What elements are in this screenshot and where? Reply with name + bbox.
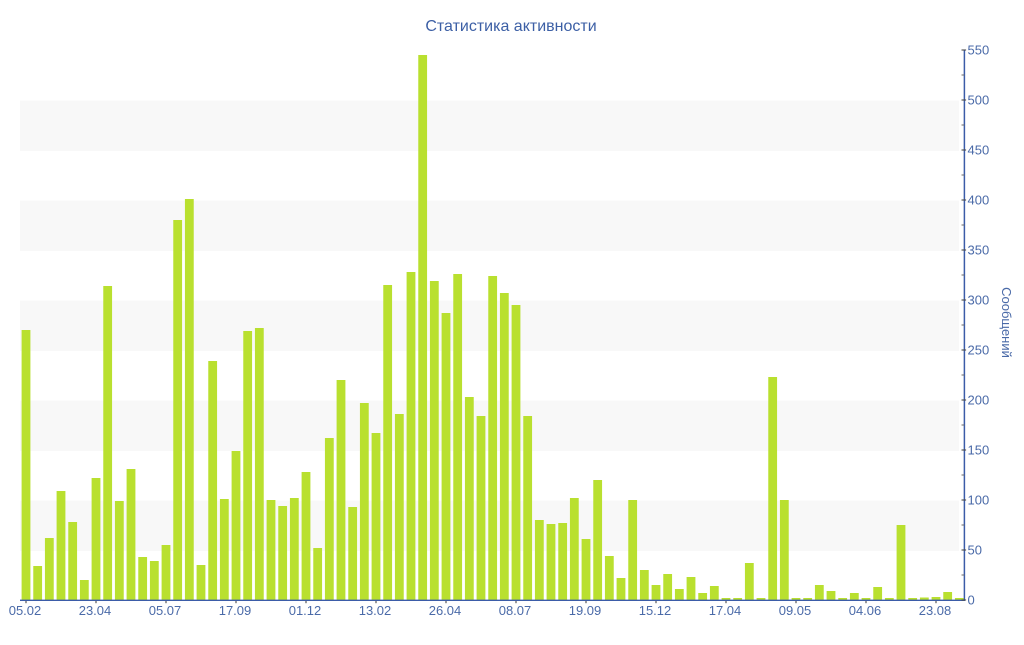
svg-text:450: 450 — [968, 143, 990, 158]
svg-text:26.04: 26.04 — [429, 603, 462, 618]
svg-text:23.08: 23.08 — [919, 603, 952, 618]
svg-text:05.07: 05.07 — [149, 603, 182, 618]
svg-text:15.12: 15.12 — [639, 603, 672, 618]
svg-text:23.04: 23.04 — [79, 603, 112, 618]
svg-text:17.04: 17.04 — [709, 603, 742, 618]
svg-text:01.12: 01.12 — [289, 603, 322, 618]
svg-text:17.09: 17.09 — [219, 603, 252, 618]
svg-text:Сообщений: Сообщений — [999, 287, 1014, 358]
svg-text:150: 150 — [968, 443, 990, 458]
svg-text:Статистика активности: Статистика активности — [425, 18, 596, 35]
svg-text:09.05: 09.05 — [779, 603, 812, 618]
svg-text:100: 100 — [968, 493, 990, 508]
svg-text:04.06: 04.06 — [849, 603, 882, 618]
svg-text:300: 300 — [968, 293, 990, 308]
svg-text:05.02: 05.02 — [9, 603, 42, 618]
svg-text:350: 350 — [968, 243, 990, 258]
svg-text:250: 250 — [968, 343, 990, 358]
svg-text:200: 200 — [968, 393, 990, 408]
svg-text:550: 550 — [968, 43, 990, 58]
svg-text:08.07: 08.07 — [499, 603, 532, 618]
svg-text:0: 0 — [968, 593, 975, 608]
svg-text:50: 50 — [968, 543, 982, 558]
svg-text:500: 500 — [968, 93, 990, 108]
svg-text:400: 400 — [968, 193, 990, 208]
svg-text:19.09: 19.09 — [569, 603, 602, 618]
svg-text:13.02: 13.02 — [359, 603, 392, 618]
